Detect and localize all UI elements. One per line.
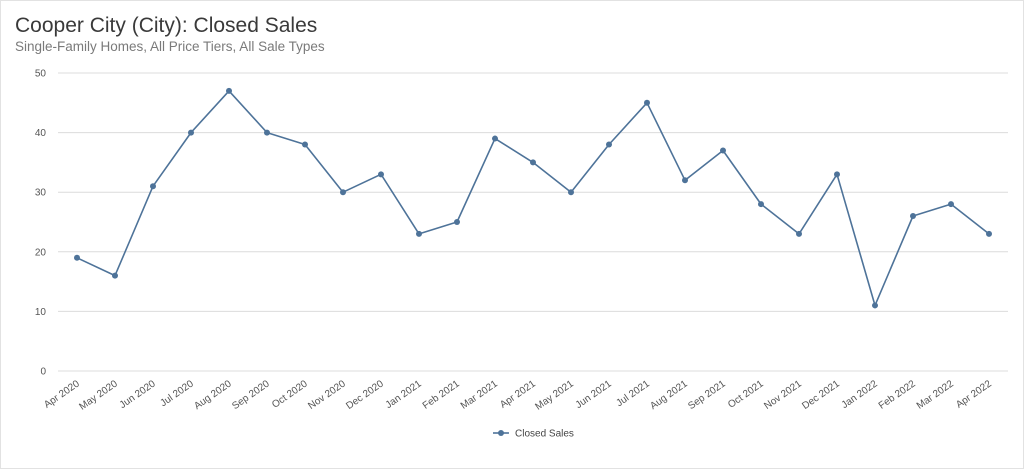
x-tick-label: Jun 2020 bbox=[118, 378, 158, 411]
x-tick-label: Aug 2021 bbox=[648, 378, 690, 412]
legend-label: Closed Sales bbox=[515, 429, 574, 440]
x-tick-label: Mar 2021 bbox=[459, 378, 500, 411]
data-point[interactable] bbox=[758, 201, 764, 208]
series-line bbox=[76, 90, 990, 307]
data-point[interactable] bbox=[378, 171, 384, 178]
data-point[interactable] bbox=[644, 99, 650, 106]
data-point[interactable] bbox=[112, 272, 118, 279]
x-tick-label: May 2021 bbox=[533, 378, 576, 412]
x-tick-label: Nov 2021 bbox=[762, 378, 804, 412]
x-tick-label: Oct 2021 bbox=[726, 378, 766, 411]
x-tick-label: Jan 2022 bbox=[840, 378, 880, 411]
y-tick-label: 30 bbox=[35, 188, 47, 199]
data-point[interactable] bbox=[606, 141, 612, 148]
gridlines bbox=[58, 72, 1008, 372]
data-point[interactable] bbox=[188, 129, 194, 136]
data-point[interactable] bbox=[454, 219, 460, 225]
data-point[interactable] bbox=[416, 230, 422, 237]
x-tick-label: May 2020 bbox=[77, 378, 120, 412]
data-point[interactable] bbox=[492, 135, 498, 142]
data-point[interactable] bbox=[226, 87, 232, 94]
plot-area bbox=[74, 87, 992, 309]
x-tick-label: Mar 2022 bbox=[915, 378, 956, 411]
data-point[interactable] bbox=[682, 177, 688, 184]
data-point[interactable] bbox=[530, 159, 536, 166]
y-tick-label: 40 bbox=[35, 128, 47, 139]
x-tick-label: Feb 2021 bbox=[421, 378, 462, 411]
x-tick-label: Apr 2020 bbox=[42, 378, 82, 411]
data-point[interactable] bbox=[302, 141, 308, 148]
x-tick-label: Apr 2022 bbox=[954, 378, 994, 411]
x-tick-label: Jul 2020 bbox=[158, 378, 196, 409]
data-point[interactable] bbox=[720, 147, 726, 154]
x-tick-label: Jun 2021 bbox=[574, 378, 614, 411]
x-tick-label: Jul 2021 bbox=[614, 378, 652, 409]
x-tick-label: Sep 2021 bbox=[686, 378, 728, 412]
y-tick-label: 0 bbox=[40, 367, 46, 378]
y-tick-label: 20 bbox=[35, 247, 47, 258]
x-tick-label: Dec 2020 bbox=[344, 378, 386, 412]
x-tick-label: Jan 2021 bbox=[384, 378, 424, 411]
x-tick-label: Dec 2021 bbox=[800, 378, 842, 412]
chart-subtitle: Single-Family Homes, All Price Tiers, Al… bbox=[15, 39, 325, 54]
x-tick-label: Nov 2020 bbox=[306, 378, 348, 412]
data-point[interactable] bbox=[986, 230, 992, 237]
x-tick-label: Feb 2022 bbox=[877, 378, 918, 411]
x-tick-label: Oct 2020 bbox=[270, 378, 310, 411]
data-point[interactable] bbox=[340, 189, 346, 196]
data-point[interactable] bbox=[74, 254, 80, 261]
data-point[interactable] bbox=[834, 171, 840, 178]
chart-title: Cooper City (City): Closed Sales bbox=[15, 14, 318, 37]
data-point[interactable] bbox=[796, 230, 802, 237]
x-tick-label: Aug 2020 bbox=[192, 378, 234, 412]
data-point[interactable] bbox=[872, 302, 878, 309]
data-point[interactable] bbox=[948, 201, 954, 208]
x-tick-label: Apr 2021 bbox=[498, 378, 538, 411]
data-point[interactable] bbox=[150, 183, 156, 190]
y-axis: 0 10 20 30 40 50 bbox=[35, 69, 47, 378]
legend-swatch-marker bbox=[498, 430, 504, 436]
x-tick-label: Sep 2020 bbox=[230, 378, 272, 412]
data-point[interactable] bbox=[264, 129, 270, 136]
legend: Closed Sales bbox=[493, 429, 574, 440]
data-point[interactable] bbox=[568, 189, 574, 196]
y-tick-label: 50 bbox=[35, 69, 47, 80]
y-tick-label: 10 bbox=[35, 307, 47, 318]
data-point[interactable] bbox=[910, 213, 916, 220]
